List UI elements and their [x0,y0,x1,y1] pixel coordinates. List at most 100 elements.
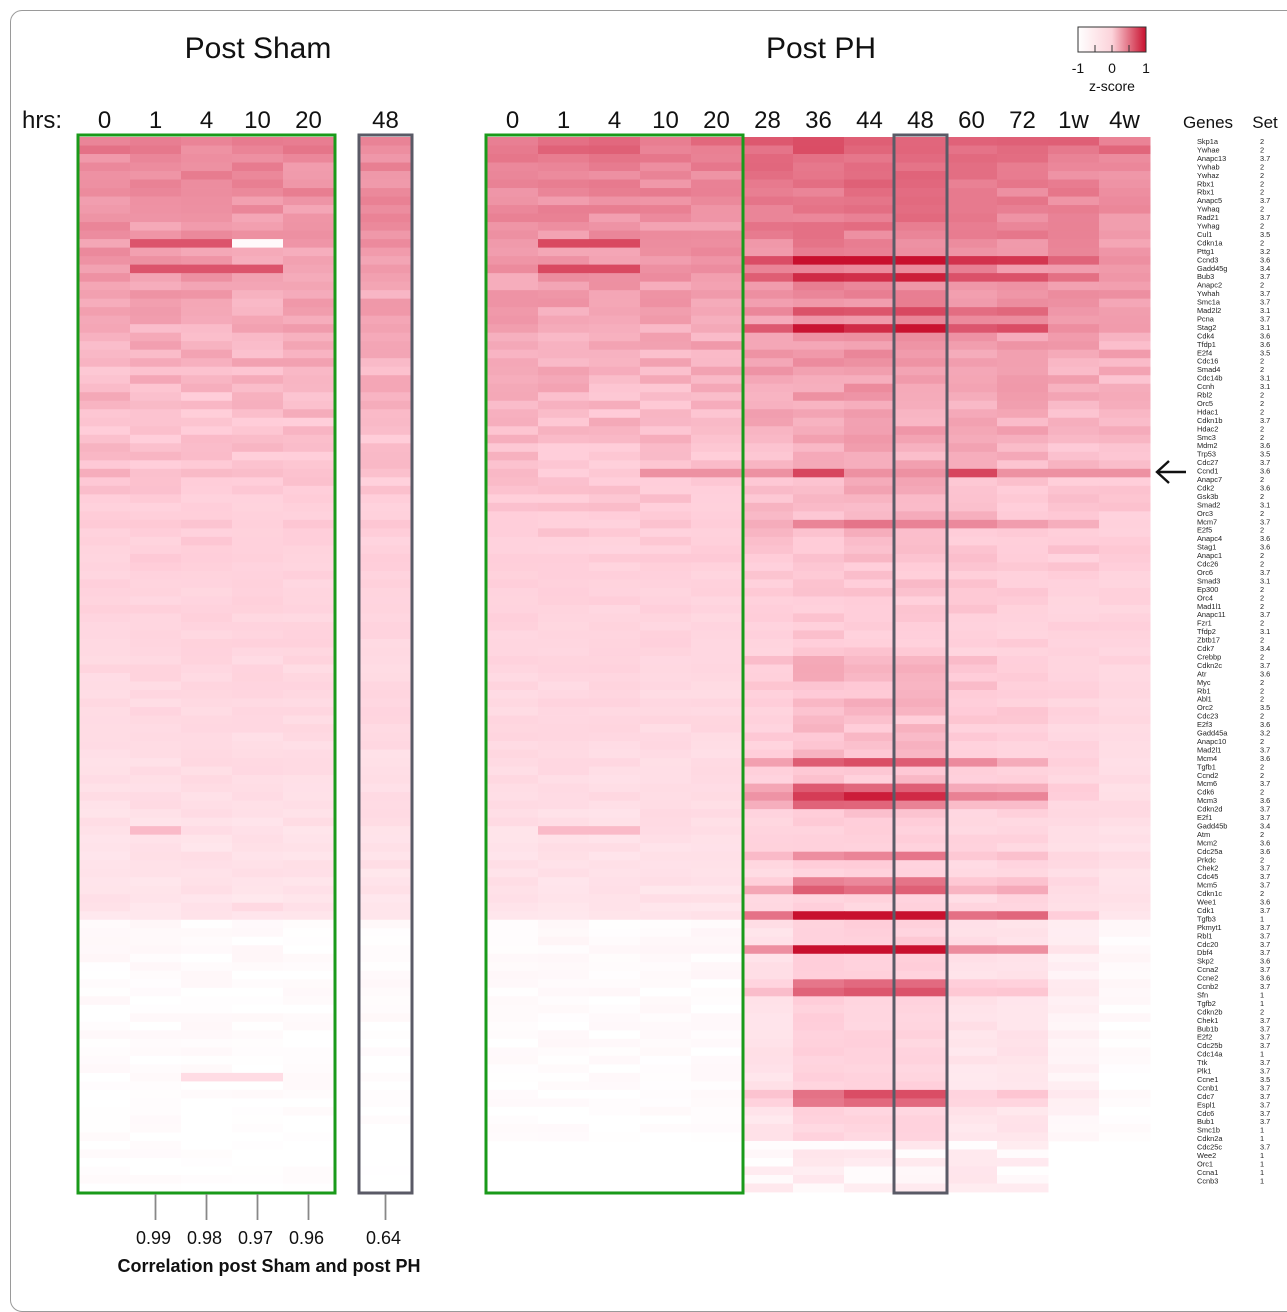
ph-cell [793,996,845,1006]
ph-cell [589,638,641,648]
ph-cell [538,1004,590,1014]
highlight-box-sham-0 [76,133,337,1195]
ph-cell [946,843,998,853]
set-label: 3.7 [1260,1058,1270,1067]
ph-cell [844,443,896,453]
ph-cell [691,179,743,189]
ph-cell [895,1115,947,1125]
ph-cell [640,1123,692,1133]
ph-cell [487,1021,539,1031]
sham-cell [181,536,233,546]
sham-cell [130,1081,182,1091]
sham-cell [79,792,131,802]
highlight-box-ph-3 [892,133,949,1195]
ph-cell [997,341,1049,351]
set-label: 3.1 [1260,382,1270,391]
sham-cell [130,307,182,317]
ph-cell [844,604,896,614]
ph-cell [895,494,947,504]
ph-cell [538,400,590,410]
ph-cell [1099,222,1151,231]
sham-cell [181,877,233,887]
sham-cell [181,205,233,214]
ph-cell [946,792,998,802]
ph-cell [1048,979,1100,989]
ph-cell [640,1004,692,1014]
ph-cell [742,817,794,827]
ph-cell [946,324,998,334]
sham-cell [360,758,412,767]
ph-cell [640,707,692,716]
sham-cell [79,749,131,759]
sham-cell [181,171,233,180]
gene-label: Chek1 [1197,1016,1218,1025]
ph-cell [895,230,947,240]
ph-cell [589,162,641,172]
sham-cell [181,375,233,385]
ph-cell [895,996,947,1006]
ph-cell [844,638,896,648]
ph-cell [997,545,1049,555]
ph-cell [742,239,794,249]
sham-cell [181,792,233,802]
ph-cell [946,800,998,810]
sham-cell [130,715,182,725]
sham-cell [79,1072,131,1082]
sham-cell [283,783,335,793]
gene-label: Ttk [1197,1058,1208,1067]
ph-cell [487,690,539,699]
sham-cell [130,621,182,631]
sham-cell [79,877,131,887]
ph-cell [844,579,896,589]
sham-cell [181,213,233,223]
ph-cell [844,596,896,606]
sham-cell [360,809,412,819]
ph-cell [844,621,896,631]
sham-cell [232,426,284,436]
ph-cell [691,792,743,802]
sham-cell [79,570,131,580]
sham-cell [181,332,233,342]
sham-cell [79,205,131,214]
ph-cell [946,341,998,351]
set-label: 3.6 [1260,483,1270,492]
ph-cell [640,953,692,963]
ph-cell [640,1098,692,1108]
sham-cell [232,290,284,300]
highlight-box-ph-2 [484,133,745,1195]
sham-cell [181,724,233,733]
sham-cell [283,137,335,146]
sham-cell [130,256,182,266]
sham-cell [181,621,233,631]
sham-cell [283,604,335,614]
ph-cell [538,673,590,682]
sham-cell [130,273,182,283]
ph-cell [742,970,794,980]
sham-cell [130,562,182,572]
ph-cell [487,468,539,478]
sham-cell [130,154,182,163]
ph-cell [793,536,845,546]
ph-cell [793,298,845,308]
sham-cell [360,222,412,231]
ph-cell [997,621,1049,631]
ph-cell [1099,1072,1151,1082]
highlight-box-sham-1 [357,133,414,1195]
sham-cell [130,1030,182,1040]
sham-cell [283,987,335,997]
ph-cell [997,400,1049,410]
ph-cell [1099,698,1151,708]
ph-cell [895,171,947,180]
ph-cell [742,417,794,427]
sham-cell [130,375,182,385]
ph-cell [997,451,1049,461]
sham-cell [79,256,131,266]
sham-cell [360,1140,412,1150]
ph-cell [1099,630,1151,640]
sham-cell [232,775,284,785]
sham-cell [283,239,335,249]
ph-cell [640,579,692,589]
gene-label: Atm [1197,830,1210,839]
sham-cell [130,647,182,657]
